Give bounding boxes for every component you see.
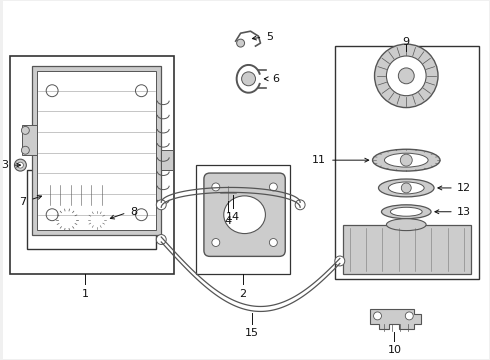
Ellipse shape <box>385 153 428 167</box>
Circle shape <box>48 173 56 181</box>
Text: 8: 8 <box>130 207 138 217</box>
Circle shape <box>46 85 58 97</box>
Ellipse shape <box>382 205 431 219</box>
Text: 6: 6 <box>272 74 279 84</box>
Bar <box>196 165 290 274</box>
Text: 14: 14 <box>225 212 240 222</box>
Text: 9: 9 <box>403 37 410 47</box>
Ellipse shape <box>378 179 434 197</box>
Circle shape <box>295 200 305 210</box>
Bar <box>27 170 156 249</box>
Circle shape <box>61 214 73 226</box>
Text: 7: 7 <box>19 197 26 207</box>
Bar <box>219 185 237 201</box>
Bar <box>32 66 161 235</box>
Text: 10: 10 <box>388 345 401 355</box>
Bar <box>343 225 471 274</box>
Text: 4: 4 <box>224 216 231 226</box>
Circle shape <box>374 44 438 108</box>
Circle shape <box>92 215 102 225</box>
Text: 1: 1 <box>81 289 88 299</box>
Circle shape <box>22 146 29 154</box>
Circle shape <box>242 72 255 86</box>
Circle shape <box>14 159 26 171</box>
Text: 5: 5 <box>267 32 273 42</box>
Ellipse shape <box>391 207 422 216</box>
Text: 3: 3 <box>1 160 8 170</box>
Bar <box>10 56 174 274</box>
Circle shape <box>400 154 412 166</box>
Circle shape <box>57 210 77 230</box>
Circle shape <box>156 200 166 210</box>
Circle shape <box>18 162 24 168</box>
Circle shape <box>22 126 29 134</box>
Text: 15: 15 <box>245 328 259 338</box>
Circle shape <box>89 212 105 228</box>
Circle shape <box>270 183 277 191</box>
Circle shape <box>46 209 58 221</box>
Circle shape <box>224 189 232 197</box>
Ellipse shape <box>389 182 424 194</box>
Bar <box>161 150 173 170</box>
Bar <box>23 125 37 155</box>
Circle shape <box>212 239 220 247</box>
Circle shape <box>237 39 245 47</box>
Circle shape <box>156 235 166 244</box>
Circle shape <box>335 256 345 266</box>
Circle shape <box>398 68 414 84</box>
Circle shape <box>212 183 220 191</box>
Circle shape <box>373 312 382 320</box>
Text: 13: 13 <box>457 207 471 217</box>
Circle shape <box>401 183 411 193</box>
Circle shape <box>135 209 147 221</box>
Ellipse shape <box>372 149 440 171</box>
FancyBboxPatch shape <box>204 173 285 256</box>
Text: 12: 12 <box>457 183 471 193</box>
Bar <box>335 46 479 279</box>
Circle shape <box>88 173 96 181</box>
Circle shape <box>270 239 277 247</box>
Ellipse shape <box>387 219 426 231</box>
Text: 2: 2 <box>239 289 246 299</box>
Circle shape <box>387 56 426 96</box>
Polygon shape <box>369 309 421 329</box>
Text: 11: 11 <box>312 155 326 165</box>
Circle shape <box>135 85 147 97</box>
Circle shape <box>405 312 413 320</box>
Ellipse shape <box>224 196 266 234</box>
Bar <box>47 185 107 205</box>
Bar <box>37 71 156 230</box>
